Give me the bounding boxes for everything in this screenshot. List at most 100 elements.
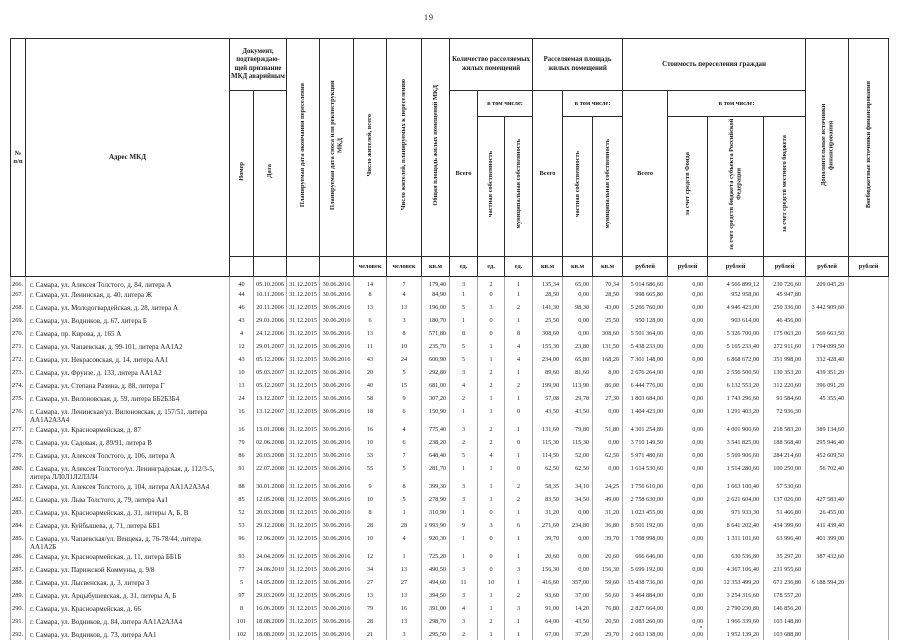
table-cell: 20,60 [532,552,564,566]
table-cell: 14.05.2009 [253,578,287,592]
table-cell: 24.12.2006 [253,329,287,343]
table-cell: 295,50 [421,630,450,640]
table-cell: 67,00 [532,630,564,640]
table-cell: 13 [386,303,422,317]
table-cell: 12 353 499,20 [707,578,765,592]
table-cell: 31.12.2015 [286,329,320,343]
table-cell: 13.01.2008 [253,425,287,439]
table-cell: 43,00 [592,303,624,317]
table-cell: 31.12.2015 [286,617,320,631]
table-cell: г. Самара, ул. Водников, д. 67, литера Б [25,316,230,330]
table-cell: 130 353,20 [763,368,807,382]
table-cell: 0,00 [667,534,709,553]
table-cell: 34 [353,565,387,579]
table-cell: 31.12.2015 [286,508,320,522]
table-row: 273. г. Самара, ул. Фрунзе, д. 133, литер… [10,368,890,382]
table-cell: 16 [386,604,422,618]
table-cell: 31.12.2015 [286,290,320,304]
table-cell: 8 [229,604,254,618]
table-cell: 10.11.2006 [253,290,287,304]
table-cell: 8 641 202,40 [707,521,765,535]
table-cell: 70,34 [592,276,624,291]
table-cell: 5 [386,368,422,382]
table-cell: 18 [353,407,387,426]
table-header: № п/п Адрес МКД Документ, подтверждаю-ще… [10,38,890,277]
table-cell: 6 [386,407,422,426]
table-cell: 0,00 [592,407,624,426]
table-cell: 199,90 [532,381,564,395]
table-cell: 2 [503,381,534,395]
table-cell: 4 [386,290,422,304]
mkd-resettlement-table: № п/п Адрес МКД Документ, подтверждаю-ще… [10,38,890,640]
table-cell: 65,80 [562,355,594,369]
table-cell: 0,00 [667,482,709,496]
table-cell: 115,30 [562,438,594,452]
table-cell: г. Самара, ул. Водников, д. 73, литера А… [25,630,230,640]
table-cell: 238,20 [421,438,450,452]
table-cell: 571,80 [421,329,450,343]
table-cell: 1 [386,508,422,522]
table-cell: 0,00 [562,534,594,553]
table-cell: 8 [386,329,422,343]
table-cell: 8 [353,508,387,522]
table-cell: 28,50 [532,290,564,304]
table-cell: г. Самара, ул. Чапаевская, д. 99-101, ли… [25,342,230,356]
table-cell: 439 351,20 [805,368,850,382]
table-cell [848,329,890,343]
table-cell: 30.06.2016 [319,565,354,579]
table-cell: 1 [503,508,534,522]
table-cell: 266. [10,276,26,291]
table-cell [848,534,890,553]
table-cell [805,565,850,579]
table-cell: 218 583,20 [763,425,807,439]
table-cell: 2 [449,394,478,408]
table-cell: 137 026,00 [763,495,807,509]
table-row: 289. г. Самара, ул. Арцыбушевская, д. 31,… [10,591,890,605]
table-cell: г. Самара, ул. Красноармейская, д. 11, л… [25,552,230,566]
table-cell: 9 [386,394,422,408]
table-cell: 13.12.2007 [253,407,287,426]
table-cell: 4 [449,381,478,395]
table-cell: 8 501 192,00 [622,521,669,535]
table-cell: 391,00 [421,604,450,618]
table-cell: 1 [449,552,478,566]
table-cell: 4 [477,451,505,465]
table-cell: 46 [229,303,254,317]
table-cell: г. Самара, ул. Ленинская/ул. Вилоновская… [25,407,230,426]
table-cell: 13 [386,591,422,605]
table-cell: 0,00 [667,451,709,465]
unit-residents-total: человек [353,256,387,277]
table-cell: 2 [477,438,505,452]
table-cell [848,591,890,605]
unit-extrabudget: рублей [848,256,890,277]
table-cell: 131,50 [592,342,624,356]
table-cell: 234,00 [532,355,564,369]
table-cell: 56 702,40 [805,464,850,483]
table-cell: 2 556 500,50 [707,368,765,382]
table-cell: 271,60 [532,521,564,535]
table-cell: 666 646,00 [622,552,669,566]
table-cell: 5 [386,464,422,483]
table-body: 266. г. Самара, ул. Алексея Толстого, д. … [10,276,890,640]
units-row: человек человек кв.м ед. ед. ед. кв.м кв… [11,256,890,277]
table-cell: 156,30 [592,565,624,579]
table-cell: 31.12.2015 [286,425,320,439]
table-cell [848,276,890,291]
table-cell: 30.06.2016 [319,329,354,343]
table-cell: 0,00 [667,565,709,579]
table-cell: 155,30 [532,342,564,356]
table-cell: 5 266 760,00 [622,303,669,317]
table-cell: 30.06.2016 [319,407,354,426]
table-cell: 8,00 [592,368,624,382]
table-cell: 1 [503,451,534,465]
table-cell: 0 [477,329,505,343]
table-cell: 30.06.2016 [319,552,354,566]
table-cell: 28 [353,617,387,631]
table-cell: 30.06.2016 [319,438,354,452]
table-cell: 209 045,20 [805,276,850,291]
header-doc-number: Номер [229,90,254,257]
table-cell: 600,90 [421,355,450,369]
table-cell: 58 [353,394,387,408]
table-cell: 1 966 339,60 [707,617,765,631]
table-cell: 103 148,80 [763,617,807,631]
